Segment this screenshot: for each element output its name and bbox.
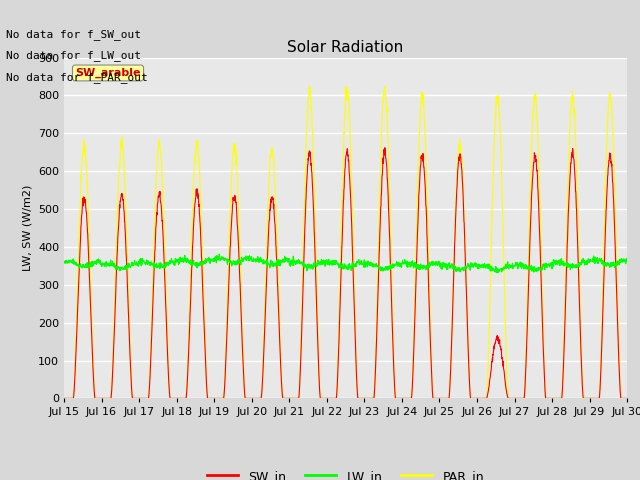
Text: No data for f_LW_out: No data for f_LW_out <box>6 50 141 61</box>
Y-axis label: LW, SW (W/m2): LW, SW (W/m2) <box>22 185 33 271</box>
Text: SW_arable: SW_arable <box>76 68 141 78</box>
Text: No data for f_PAR_out: No data for f_PAR_out <box>6 72 148 83</box>
Text: No data for f_SW_out: No data for f_SW_out <box>6 29 141 40</box>
Title: Solar Radiation: Solar Radiation <box>287 40 404 55</box>
Legend: SW_in, LW_in, PAR_in: SW_in, LW_in, PAR_in <box>202 465 489 480</box>
